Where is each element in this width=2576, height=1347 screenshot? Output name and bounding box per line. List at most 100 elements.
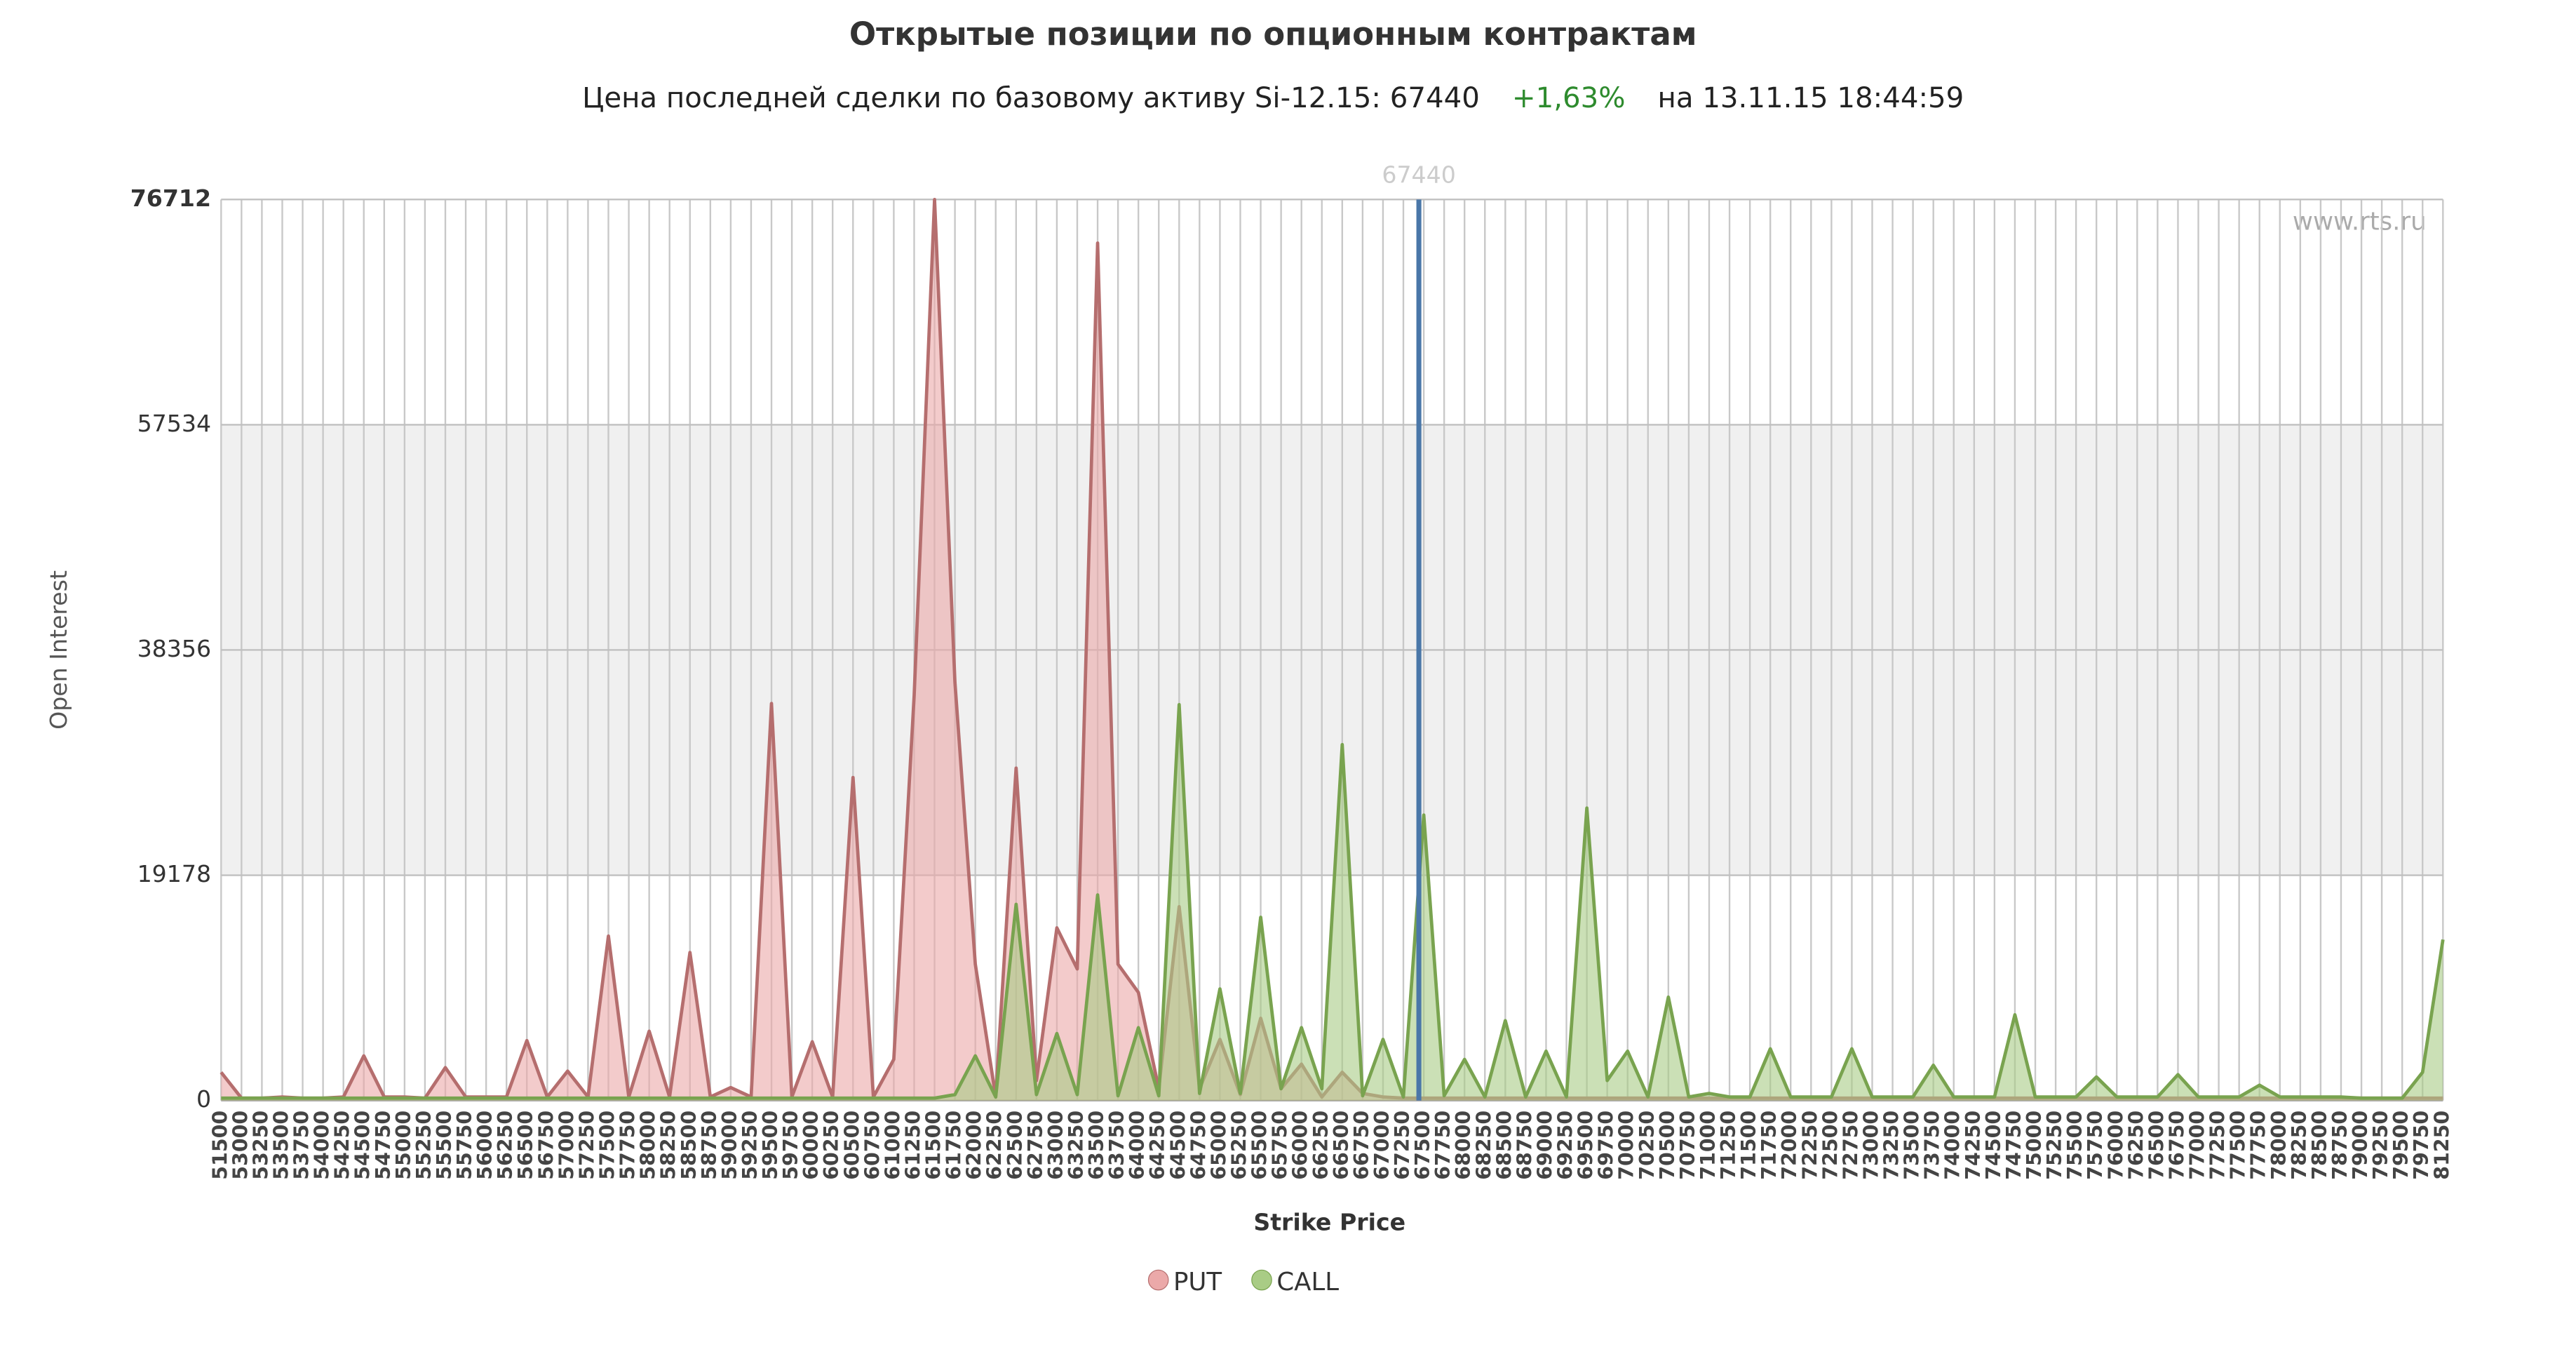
chart-title: Открытые позиции по опционным контрактам [849, 15, 1697, 53]
x-tick-label: 66250 [1309, 1111, 1333, 1180]
x-tick-label: 72000 [1778, 1111, 1801, 1180]
x-tick-label: 77250 [2206, 1111, 2230, 1180]
x-tick-label: 64000 [1126, 1111, 1149, 1180]
x-tick-label: 79500 [2389, 1111, 2413, 1180]
x-tick-label: 72500 [1819, 1111, 1842, 1180]
legend-label: PUT [1173, 1268, 1222, 1296]
chart-subtitle: Цена последней сделки по базовому активу… [582, 82, 1964, 114]
x-tick-label: 56500 [514, 1111, 537, 1180]
x-tick-label: 79000 [2349, 1111, 2372, 1180]
x-tick-label: 57500 [596, 1111, 619, 1180]
x-tick-label: 59500 [759, 1111, 782, 1180]
x-tick-label: 73500 [1901, 1111, 1924, 1180]
x-tick-label: 76000 [2104, 1111, 2127, 1180]
x-tick-label: 77750 [2247, 1111, 2270, 1180]
x-tick-label: 68750 [1513, 1111, 1536, 1180]
legend-marker [1147, 1269, 1169, 1291]
x-tick-label: 75250 [2043, 1111, 2066, 1180]
x-tick-label: 62250 [983, 1111, 1006, 1180]
x-tick-label: 58500 [677, 1111, 701, 1180]
x-tick-label: 62750 [1024, 1111, 1047, 1180]
x-tick-label: 67750 [1431, 1111, 1455, 1180]
x-tick-label: 53500 [269, 1111, 292, 1180]
x-tick-label: 66000 [1289, 1111, 1312, 1180]
x-tick-label: 60250 [820, 1111, 843, 1180]
x-tick-label: 77000 [2186, 1111, 2209, 1180]
x-tick-label: 81250 [2430, 1111, 2453, 1180]
x-tick-label: 71750 [1758, 1111, 1781, 1180]
x-tick-label: 58750 [698, 1111, 721, 1180]
x-tick-label: 54750 [372, 1111, 395, 1180]
x-tick-label: 62000 [963, 1111, 986, 1180]
x-tick-label: 61000 [881, 1111, 904, 1180]
x-tick-label: 65250 [1228, 1111, 1251, 1180]
x-tick-label: 69750 [1595, 1111, 1618, 1180]
x-tick-label: 55500 [433, 1111, 456, 1180]
x-tick-label: 67500 [1411, 1111, 1434, 1180]
x-tick-label: 51500 [208, 1111, 231, 1180]
x-tick-label: 76750 [2165, 1111, 2188, 1180]
x-tick-label: 66500 [1330, 1111, 1353, 1180]
x-tick-label: 65500 [1248, 1111, 1272, 1180]
legend-label: CALL [1276, 1268, 1339, 1296]
x-tick-label: 74000 [1941, 1111, 1964, 1180]
x-tick-label: 70750 [1676, 1111, 1699, 1180]
y-tick-label: 0 [196, 1085, 211, 1113]
x-tick-label: 56750 [534, 1111, 558, 1180]
x-tick-label: 57000 [555, 1111, 578, 1180]
x-tick-label: 78750 [2328, 1111, 2352, 1180]
x-tick-label: 74250 [1962, 1111, 1985, 1180]
x-tick-label: 64250 [1146, 1111, 1169, 1180]
x-tick-label: 59250 [739, 1111, 762, 1180]
x-tick-label: 56250 [494, 1111, 517, 1180]
x-tick-label: 78000 [2267, 1111, 2291, 1180]
x-tick-label: 55750 [453, 1111, 476, 1180]
x-tick-label: 62500 [1004, 1111, 1027, 1180]
x-tick-label: 56000 [473, 1111, 497, 1180]
x-tick-label: 53000 [229, 1111, 252, 1180]
x-tick-label: 75750 [2084, 1111, 2107, 1180]
x-tick-label: 63500 [1085, 1111, 1108, 1180]
x-tick-label: 76250 [2124, 1111, 2147, 1180]
x-tick-label: 65000 [1207, 1111, 1230, 1180]
x-tick-label: 66750 [1350, 1111, 1373, 1180]
x-tick-label: 63750 [1105, 1111, 1128, 1180]
x-tick-label: 73000 [1859, 1111, 1882, 1180]
x-tick-label: 54250 [331, 1111, 354, 1180]
x-tick-label: 70500 [1656, 1111, 1679, 1180]
x-tick-label: 53750 [290, 1111, 313, 1180]
x-tick-label: 55000 [392, 1111, 415, 1180]
x-tick-label: 78250 [2288, 1111, 2311, 1180]
x-tick-label: 75500 [2063, 1111, 2086, 1180]
x-tick-label: 71000 [1697, 1111, 1720, 1180]
x-tick-label: 73750 [1921, 1111, 1944, 1180]
x-tick-label: 63000 [1044, 1111, 1067, 1180]
x-tick-label: 59000 [718, 1111, 741, 1180]
x-tick-label: 79750 [2410, 1111, 2433, 1180]
series-line [221, 703, 2445, 1100]
watermark: www.rts.ru [2293, 208, 2427, 236]
x-tick-label: 61500 [922, 1111, 945, 1180]
y-tick-label: 38356 [137, 635, 211, 662]
y-tick-label: 19178 [137, 860, 211, 887]
x-tick-label: 67250 [1391, 1111, 1414, 1180]
x-tick-label: 73250 [1880, 1111, 1903, 1180]
x-tick-label: 54000 [311, 1111, 334, 1180]
x-tick-label: 69500 [1574, 1111, 1598, 1180]
x-axis-label: Strike Price [1253, 1208, 1405, 1235]
x-tick-label: 58250 [657, 1111, 680, 1180]
x-tick-label: 60000 [800, 1111, 823, 1180]
x-tick-label: 60500 [840, 1111, 863, 1180]
x-tick-label: 60750 [861, 1111, 884, 1180]
legend-marker [1251, 1269, 1272, 1291]
x-tick-label: 57250 [575, 1111, 598, 1180]
subtitle-price: 67440 [1390, 82, 1480, 114]
x-tick-label: 58000 [637, 1111, 660, 1180]
x-tick-label: 67000 [1370, 1111, 1394, 1180]
y-tick-label: 57534 [137, 410, 211, 437]
x-tick-label: 70000 [1615, 1111, 1638, 1180]
x-tick-label: 68250 [1472, 1111, 1495, 1180]
x-tick-label: 76500 [2145, 1111, 2168, 1180]
